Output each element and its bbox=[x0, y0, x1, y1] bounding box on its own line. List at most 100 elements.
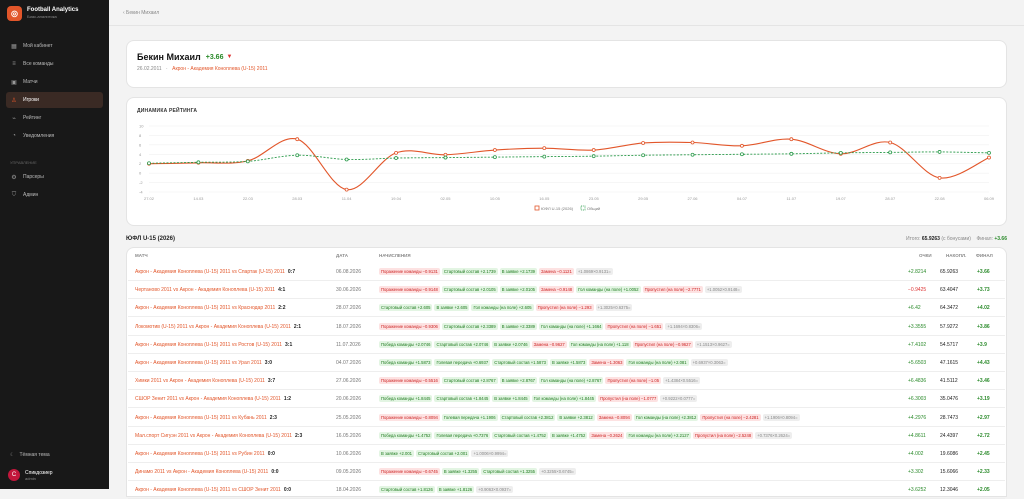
match-cell[interactable]: Акрон - Академия Коноплева (U-15) 2011 v… bbox=[135, 451, 275, 457]
breadcrumb[interactable]: ‹ Бекин Михаил bbox=[109, 0, 1024, 26]
match-cell[interactable]: Акрон - Академия Коноплева (U-15) 2011 v… bbox=[135, 415, 277, 421]
theme-toggle[interactable]: ☾ Тёмная тема bbox=[0, 447, 109, 463]
match-score: 0:0 bbox=[271, 469, 279, 476]
data-point[interactable] bbox=[591, 148, 596, 152]
match-link[interactable]: Химки 2011 vs Акрон - Академия Коноплева… bbox=[135, 378, 265, 385]
match-link[interactable]: Акрон - Академия Коноплева (U-15) 2011 v… bbox=[135, 414, 267, 421]
sidebar-item-3[interactable]: ♙ Игроки bbox=[6, 92, 103, 108]
match-link[interactable]: Мал.спорт Сигуэн 2011 vs Акрон - Академи… bbox=[135, 432, 292, 439]
match-cell[interactable]: Акрон - Академия Коноплева (U-15) 2011 v… bbox=[135, 305, 286, 311]
sidebar-item-1[interactable]: ≡ Все команды bbox=[6, 56, 103, 72]
data-point[interactable] bbox=[740, 152, 744, 157]
data-point[interactable] bbox=[542, 146, 547, 151]
match-cell[interactable]: Химки 2011 vs Акрон - Академия Коноплева… bbox=[135, 378, 275, 384]
table-row[interactable]: Акрон - Академия Коноплева (U-15) 2011 v… bbox=[128, 263, 1005, 281]
col-date[interactable]: ДАТА bbox=[336, 253, 348, 258]
events-cell: Поражение команды −0.9306 Стартовый соста… bbox=[379, 322, 704, 330]
data-point[interactable] bbox=[987, 150, 991, 155]
sidebar-item-0[interactable]: ▦ Мой кабинет bbox=[6, 38, 103, 54]
sidebar-item-5[interactable]: ◔ Уведомления bbox=[6, 128, 103, 144]
sidebar-item-label: Админ bbox=[23, 192, 39, 198]
data-point[interactable] bbox=[937, 175, 942, 180]
data-point[interactable] bbox=[740, 143, 744, 148]
data-point[interactable] bbox=[888, 150, 893, 155]
x-tick-label: 29.05 bbox=[638, 196, 649, 201]
table-row[interactable]: Химки 2011 vs Акрон - Академия Коноплева… bbox=[128, 372, 1005, 391]
data-point[interactable] bbox=[542, 154, 547, 159]
table-row[interactable]: СШОР Зенит 2011 vs Акрон - Академия Коно… bbox=[128, 390, 1005, 409]
col-final[interactable]: ФИНАЛ bbox=[976, 253, 993, 258]
match-cell[interactable]: Акрон - Академия Коноплева (U-15) 2011 v… bbox=[135, 269, 295, 275]
data-point[interactable] bbox=[245, 159, 250, 164]
match-link[interactable]: Локомотив (U-15) 2011 vs Акрон - Академи… bbox=[135, 323, 291, 330]
match-link[interactable]: Акрон - Академия Коноплева (U-15) 2011 v… bbox=[135, 305, 276, 312]
brand[interactable]: ◎ Football Analytics Биас-аналитика bbox=[0, 0, 109, 26]
data-point[interactable] bbox=[789, 151, 794, 156]
table-row[interactable]: Локомотив (U-15) 2011 vs Акрон - Академи… bbox=[128, 318, 1005, 336]
table-row[interactable]: Чертаново 2011 vs Акрон - Академия Коноп… bbox=[128, 281, 1005, 300]
data-point[interactable] bbox=[196, 160, 201, 165]
col-match[interactable]: МАТЧ bbox=[135, 253, 148, 258]
sidebar-item-1[interactable]: ⛉ Админ bbox=[6, 187, 103, 203]
data-point[interactable] bbox=[838, 150, 843, 155]
data-point[interactable] bbox=[492, 155, 497, 160]
data-point[interactable] bbox=[937, 150, 942, 154]
data-point[interactable] bbox=[591, 154, 596, 159]
table-row[interactable]: Акрон - Академия Коноплева (U-15) 2011 v… bbox=[128, 481, 1005, 499]
table-row[interactable]: Мал.спорт Сигуэн 2011 vs Акрон - Академи… bbox=[128, 427, 1005, 445]
data-point[interactable] bbox=[641, 153, 646, 158]
sidebar-item-0[interactable]: ⚙ Парсеры bbox=[6, 169, 103, 185]
match-link[interactable]: Акрон - Академия Коноплева (U-15) 2011 v… bbox=[135, 451, 265, 457]
match-link[interactable]: Динамо 2011 vs Акрон - Академия Коноплев… bbox=[135, 469, 269, 476]
legend-label[interactable]: Общий bbox=[587, 206, 600, 211]
col-points[interactable]: ОЧКИ bbox=[919, 253, 932, 258]
data-point[interactable] bbox=[492, 148, 497, 152]
match-link[interactable]: Акрон - Академия Коноплева (U-15) 2011 v… bbox=[135, 269, 285, 275]
data-point[interactable] bbox=[394, 156, 398, 160]
data-point[interactable] bbox=[295, 137, 300, 142]
table-row[interactable]: Акрон - Академия Коноплева (U-15) 2011 v… bbox=[128, 299, 1005, 318]
match-link[interactable]: Чертаново 2011 vs Акрон - Академия Коноп… bbox=[135, 287, 276, 294]
admin-nav: ⚙ Парсеры ⛉ Админ bbox=[0, 169, 109, 203]
event-chip: В заявке +2.0105 bbox=[499, 286, 538, 294]
col-accum[interactable]: НАКОПЛ. bbox=[946, 253, 967, 258]
table-row[interactable]: Динамо 2011 vs Акрон - Академия Коноплев… bbox=[128, 463, 1005, 482]
data-point[interactable] bbox=[394, 150, 398, 155]
sidebar-item-4[interactable]: ⌁ Рейтинг bbox=[6, 110, 103, 126]
data-point[interactable] bbox=[344, 187, 349, 192]
match-cell[interactable]: Акрон - Академия Коноплева (U-15) 2011 v… bbox=[135, 342, 292, 348]
data-point[interactable] bbox=[344, 157, 349, 162]
legend-label[interactable]: ЮФЛ U-15 (2026) bbox=[541, 206, 574, 211]
data-point[interactable] bbox=[690, 140, 695, 145]
match-link[interactable]: Акрон - Академия Коноплева (U-15) 2011 v… bbox=[135, 360, 262, 366]
data-point[interactable] bbox=[641, 141, 646, 145]
match-cell[interactable]: Мал.спорт Сигуэн 2011 vs Акрон - Академи… bbox=[135, 433, 302, 439]
data-point[interactable] bbox=[888, 140, 893, 145]
data-point[interactable] bbox=[690, 152, 695, 157]
table-row[interactable]: Акрон - Академия Коноплева (U-15) 2011 v… bbox=[128, 409, 1005, 427]
data-point[interactable] bbox=[295, 153, 300, 158]
match-cell[interactable]: СШОР Зенит 2011 vs Акрон - Академия Коно… bbox=[135, 396, 291, 402]
table-row[interactable]: Акрон - Академия Коноплева (U-15) 2011 v… bbox=[128, 336, 1005, 354]
data-point[interactable] bbox=[789, 137, 794, 142]
match-link[interactable]: СШОР Зенит 2011 vs Акрон - Академия Коно… bbox=[135, 396, 281, 403]
table-row[interactable]: Акрон - Академия Коноплева (U-15) 2011 v… bbox=[128, 445, 1005, 463]
event-chip: В заявке +2.1739 bbox=[499, 268, 538, 275]
user-profile[interactable]: С Спикдозиер admin bbox=[0, 463, 109, 489]
match-link[interactable]: Акрон - Академия Коноплева (U-15) 2011 v… bbox=[135, 487, 281, 494]
data-point[interactable] bbox=[443, 155, 448, 160]
event-chip: В заявке +2.8767 bbox=[499, 377, 538, 385]
match-cell[interactable]: Акрон - Академия Коноплева (U-15) 2011 v… bbox=[135, 360, 272, 366]
table-row[interactable]: Акрон - Академия Коноплева (U-15) 2011 v… bbox=[128, 354, 1005, 372]
match-cell[interactable]: Акрон - Академия Коноплева (U-15) 2011 v… bbox=[135, 487, 291, 493]
data-point[interactable] bbox=[147, 161, 151, 166]
match-cell[interactable]: Динамо 2011 vs Акрон - Академия Коноплев… bbox=[135, 469, 279, 475]
sidebar-item-2[interactable]: ▣ Матчи bbox=[6, 74, 103, 90]
chart-icon: ⌁ bbox=[12, 115, 16, 122]
match-cell[interactable]: Чертаново 2011 vs Акрон - Академия Коноп… bbox=[135, 287, 285, 293]
data-point[interactable] bbox=[987, 155, 991, 160]
breadcrumb-text[interactable]: ‹ Бекин Михаил bbox=[123, 9, 160, 16]
match-cell[interactable]: Локомотив (U-15) 2011 vs Акрон - Академи… bbox=[135, 324, 301, 330]
match-link[interactable]: Акрон - Академия Коноплева (U-15) 2011 v… bbox=[135, 341, 282, 348]
player-team-link[interactable]: Акрон - Академия Коноплева (U-15) 2011 bbox=[172, 66, 268, 72]
